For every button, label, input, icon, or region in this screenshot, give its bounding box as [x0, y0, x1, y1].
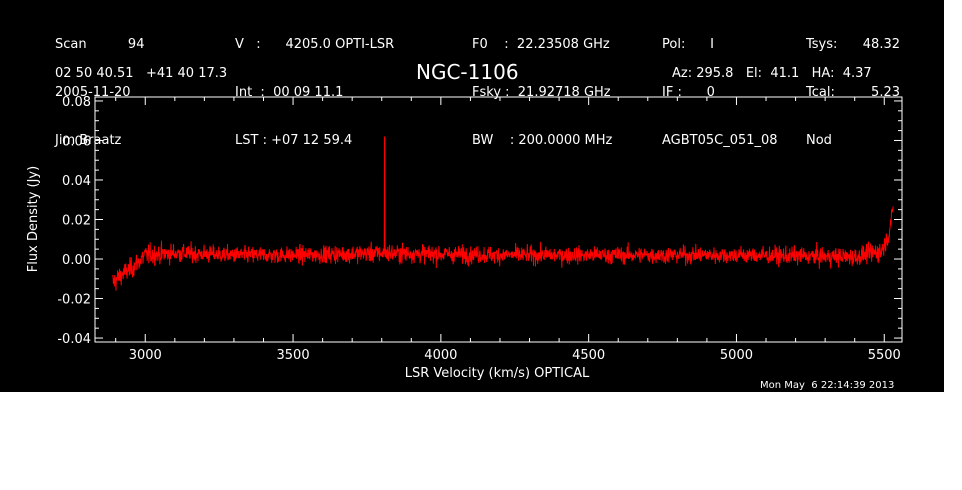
- plot-frame: [94, 96, 903, 343]
- integration-label: Int : 00 09 11.1: [235, 85, 344, 100]
- x-tick-label: 5000: [720, 348, 753, 363]
- tsys-label: Tsys:: [806, 37, 838, 52]
- header-col4: Pol: I IF : 0 AGBT05C_051_08: [662, 5, 778, 181]
- spectrum-chart: 3000 3500 4000 4500 5000 5500 -0.04 -0.02 0.00 0.…: [26, 95, 903, 381]
- x-tick-label: 5500: [868, 348, 901, 363]
- timestamp: Mon May 6 22:14:39 2013: [760, 380, 895, 391]
- axes: 3000 3500 4000 4500 5000 5500 -0.04 -0.02 0.00 0.…: [57, 95, 902, 363]
- x-tick-label: 4500: [572, 348, 605, 363]
- project-label: AGBT05C_051_08: [662, 133, 778, 148]
- header-col2: V : 4205.0 OPTI-LSR Int : 00 09 11.1 LST…: [235, 5, 394, 181]
- x-axis-label: LSR Velocity (km/s) OPTICAL: [405, 366, 590, 381]
- y-tick-label: 0.00: [62, 253, 91, 268]
- mode-label: Nod: [806, 133, 832, 148]
- sky-frequency-label: Fsky : 21.92718 GHz: [472, 85, 611, 100]
- tcal-value: 5.23: [871, 85, 900, 100]
- x-tick-label: 3000: [129, 348, 162, 363]
- date-label: 2005-11-20: [55, 85, 131, 100]
- if-label: IF : 0: [662, 85, 715, 100]
- y-tick-label: 0.08: [62, 95, 91, 110]
- source-coordinates: 02 50 40.51 +41 40 17.3: [55, 66, 228, 81]
- spectrum-trace: [112, 136, 894, 291]
- header-col5-values: 48.32 5.23: [850, 5, 900, 181]
- header-col5-labels: Tsys: Tcal: Nod: [806, 5, 837, 181]
- spectrum-line: [112, 136, 894, 291]
- x-tick-label: 3500: [277, 348, 310, 363]
- lst-label: LST : +07 12 59.4: [235, 133, 353, 148]
- plot-panel: Scan 94 2005-11-20 Jim Braatz V : 4205.0…: [0, 0, 944, 392]
- scan-label: Scan 94: [55, 37, 145, 52]
- header-col3: F0 : 22.23508 GHz Fsky : 21.92718 GHz BW…: [472, 5, 612, 181]
- x-tick-label: 4000: [424, 348, 457, 363]
- y-tick-label: 0.06: [62, 134, 91, 149]
- chart-title: NGC-1106: [416, 60, 519, 84]
- polarization-label: Pol: I: [662, 37, 714, 52]
- pointing-info: Az: 295.8 El: 41.1 HA: 4.37: [672, 66, 872, 81]
- rest-frequency-label: F0 : 22.23508 GHz: [472, 37, 610, 52]
- bandwidth-label: BW : 200.0000 MHz: [472, 133, 613, 148]
- y-tick-label: -0.04: [57, 332, 91, 347]
- y-tick-label: 0.04: [62, 174, 91, 189]
- tsys-value: 48.32: [862, 37, 900, 52]
- y-axis-label: Flux Density (Jy): [26, 166, 41, 272]
- tcal-label: Tcal:: [806, 85, 835, 100]
- header-col1: Scan 94 2005-11-20 Jim Braatz: [55, 5, 144, 181]
- velocity-label: V : 4205.0 OPTI-LSR: [235, 37, 395, 52]
- y-tick-label: -0.02: [57, 293, 91, 308]
- y-tick-label: 0.02: [62, 214, 91, 229]
